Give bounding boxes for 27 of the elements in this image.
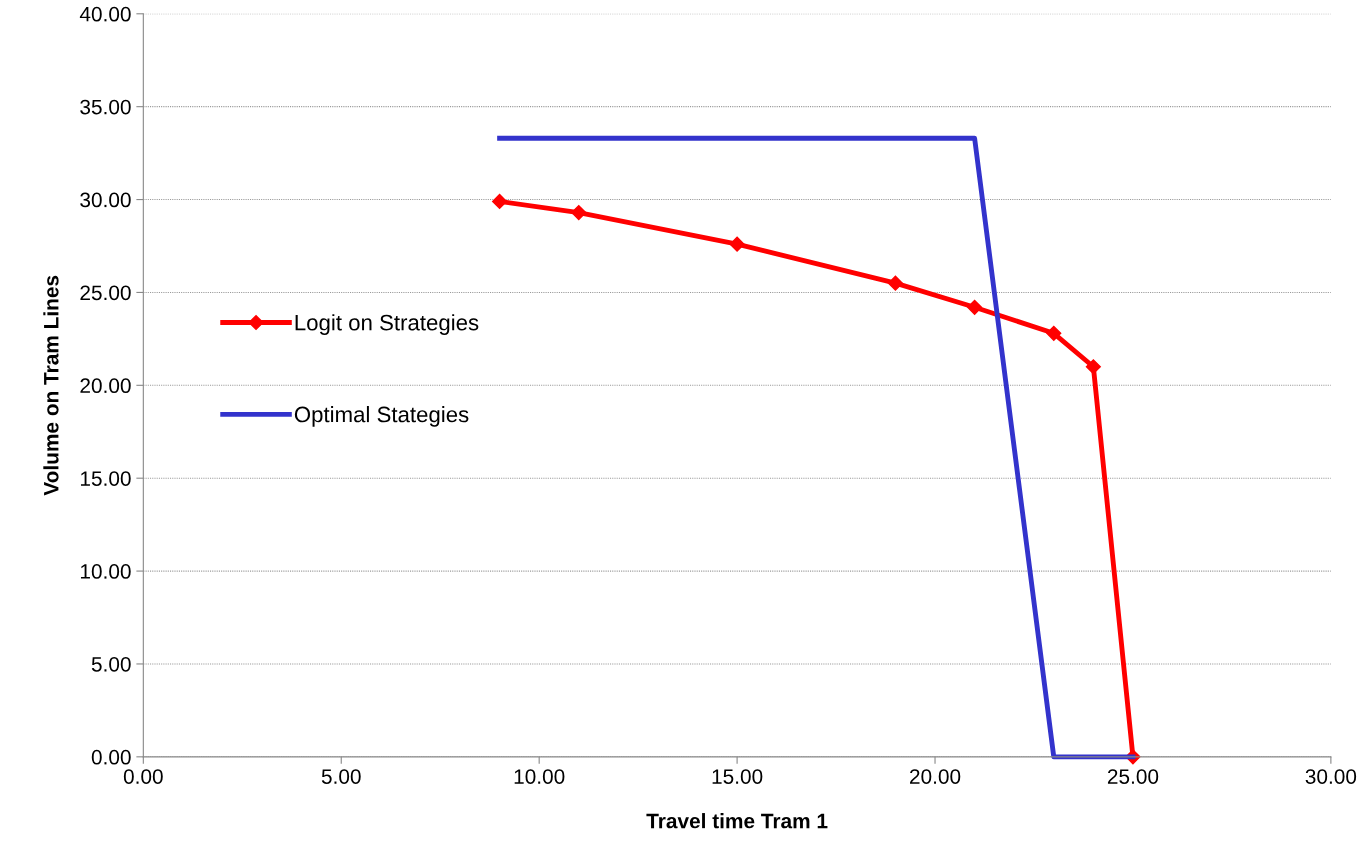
y-axis-title: Volume on Tram Lines [43,275,59,496]
point [492,193,508,209]
y-tick-label: 25.00 [80,285,131,301]
legend-label: Optimal Stategies [294,406,469,427]
x-tick-label: 25.00 [1107,769,1159,784]
x-axis-title: Travel time Tram 1 [646,813,828,829]
point [967,299,983,315]
y-tick-label: 35.00 [80,99,131,115]
point [1085,359,1101,375]
point [887,275,904,291]
x-tick-label: 15.00 [712,769,763,784]
y-tick-label: 30.00 [80,192,131,208]
x-tick-label: 20.00 [910,769,961,784]
y-tick-label: 40.00 [79,6,131,22]
point [729,236,745,252]
y-tick-label: 10.00 [80,564,131,579]
y-tick-label: 15.00 [80,471,131,486]
y-tick-label: 0.00 [91,749,131,765]
y-tick-label: 5.00 [91,656,131,672]
y-tick-label: 20.00 [80,378,131,394]
x-tick-label: 10.00 [514,769,565,784]
point [571,204,587,221]
legend-label: Logit on Strategies [295,314,479,335]
x-tick-label: 30.00 [1305,769,1357,784]
point [1046,325,1062,341]
x-tick-label: 5.00 [321,769,361,784]
x-tick-label: 0.00 [123,769,163,784]
